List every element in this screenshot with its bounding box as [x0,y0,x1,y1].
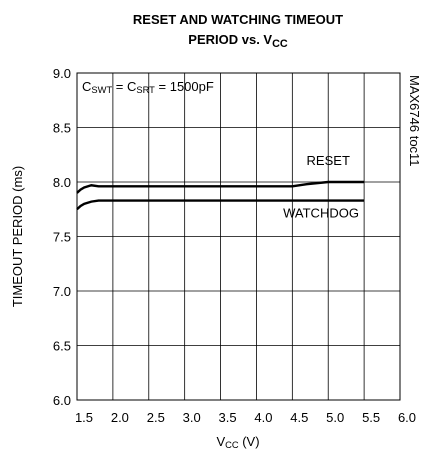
y-tick-label: 9.0 [53,66,71,81]
annotation: CSWT = CSRT = 1500pF [82,79,214,95]
x-tick-label: 3.5 [219,410,237,425]
chart-title: PERIOD vs. VCC [188,32,288,50]
text-part: (V) [239,434,260,449]
x-tick-label: 5.5 [362,410,380,425]
series-label: WATCHDOG [283,206,359,221]
side-note: MAX6746 toc11 [407,75,422,167]
text-part: = C [112,79,136,94]
text-part: PERIOD vs. V [188,32,272,47]
x-tick-label: 5.0 [326,410,344,425]
chart-title: RESET AND WATCHING TIMEOUT [133,12,343,27]
y-tick-label: 7.5 [53,230,71,245]
subscript: SRT [136,85,155,95]
x-tick-label: 2.5 [147,410,165,425]
text-part: V [216,434,225,449]
x-tick-label: 6.0 [398,410,416,425]
y-tick-label: 6.0 [53,393,71,408]
x-tick-label: 4.0 [254,410,272,425]
series-label: RESET [307,153,350,168]
line [76,180,365,194]
text-part: = 1500pF [155,79,214,94]
x-tick-label: 4.5 [290,410,308,425]
text-part: C [82,79,91,94]
y-tick-label: 6.5 [53,339,71,354]
x-tick-label: 3.0 [183,410,201,425]
subscript: CC [272,38,288,50]
subscript: CC [225,440,239,450]
y-tick-label: 8.0 [53,175,71,190]
text-part: RESET AND WATCHING TIMEOUT [133,12,343,27]
x-tick-label: 1.5 [75,410,93,425]
line [76,199,365,211]
x-tick-label: 2.0 [111,410,129,425]
y-tick-label: 8.5 [53,121,71,136]
x-axis-label: VCC (V) [216,434,259,450]
subscript: SWT [91,85,112,95]
y-axis-label: TIMEOUT PERIOD (ms) [10,166,25,307]
y-tick-label: 7.0 [53,284,71,299]
